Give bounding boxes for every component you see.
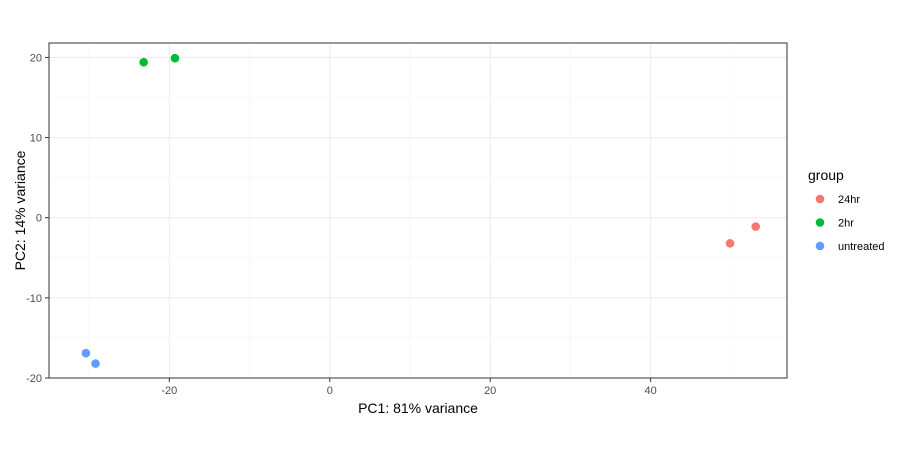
y-tick-label: 20 [30,52,42,64]
data-point-2hr [139,57,148,67]
x-tick-label: -20 [161,385,177,397]
legend-key-24hr [815,194,825,204]
axis-ticks: -20 0 20 40 -20 -10 0 10 20 [26,52,657,397]
grid [49,43,787,379]
legend: group 24hr 2hr untreated [808,167,884,253]
y-tick-label: 10 [30,133,42,145]
legend-label-untreated: untreated [838,241,884,253]
y-axis-title: PC2: 14% variance [12,150,28,270]
data-point-24hr [751,222,761,231]
data-point-untreated [81,348,91,358]
data-point-24hr [725,239,735,248]
data-points [81,53,761,368]
x-tick-label: 20 [484,385,496,397]
y-tick-label: 0 [36,213,42,225]
data-point-untreated [91,359,100,368]
legend-key-2hr [815,218,825,227]
x-axis-title: PC1: 81% variance [358,400,478,416]
legend-label-2hr: 2hr [838,218,854,230]
legend-key-untreated [815,241,825,251]
x-tick-label: 40 [645,385,657,397]
legend-label-24hr: 24hr [838,194,860,206]
x-tick-label: 0 [327,385,333,397]
y-tick-label: -10 [26,293,42,305]
legend-title: group [808,167,844,183]
plot-panel-border [48,42,788,379]
y-tick-label: -20 [26,373,42,385]
data-point-2hr [170,53,180,63]
